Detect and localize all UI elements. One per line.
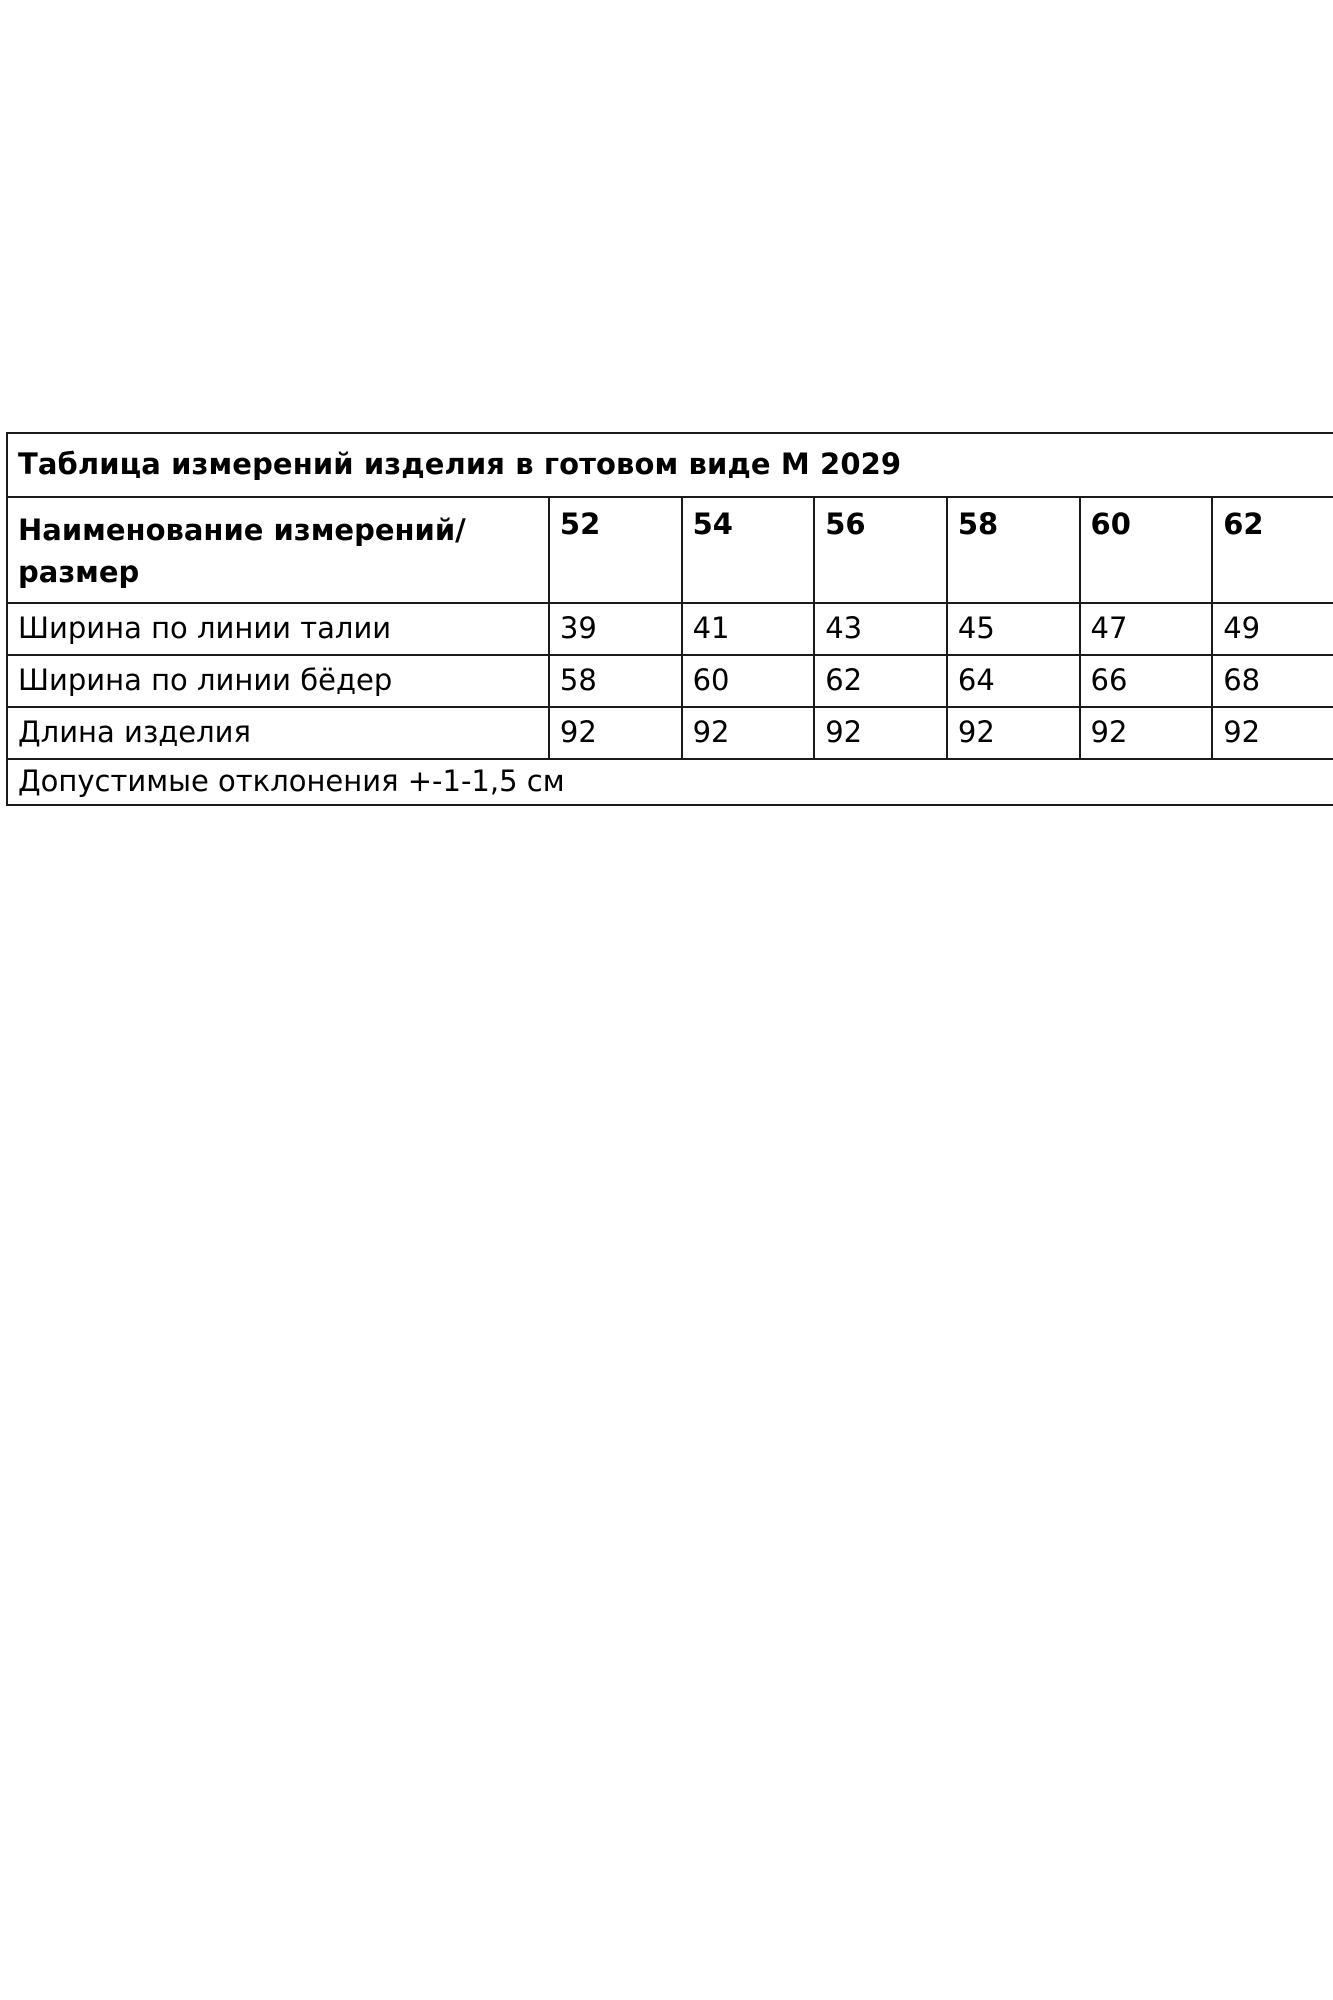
cell-waist-60: 47 — [1079, 602, 1214, 656]
cell-waist-58: 45 — [946, 602, 1081, 656]
cell-length-58: 92 — [946, 706, 1081, 760]
cell-hip-62: 68 — [1212, 654, 1333, 708]
cell-hip-58: 64 — [946, 654, 1081, 708]
column-header-size-60: 60 — [1079, 496, 1214, 604]
column-header-size-52: 52 — [548, 496, 683, 604]
table-row: Ширина по линии бёдер 58 60 62 64 66 68 — [6, 654, 1333, 708]
cell-length-52: 92 — [548, 706, 683, 760]
table-footnote-row: Допустимые отклонения +-1-1,5 см — [6, 758, 1333, 806]
cell-length-60: 92 — [1079, 706, 1214, 760]
column-header-size-58: 58 — [946, 496, 1081, 604]
cell-waist-62: 49 — [1212, 602, 1333, 656]
table-title: Таблица измерений изделия в готовом виде… — [6, 432, 1333, 498]
cell-hip-60: 66 — [1079, 654, 1214, 708]
table-header-row: Наименование измерений/размер 52 54 56 5… — [6, 496, 1333, 604]
cell-hip-54: 60 — [681, 654, 816, 708]
cell-length-54: 92 — [681, 706, 816, 760]
table-row: Ширина по линии талии 39 41 43 45 47 49 — [6, 602, 1333, 656]
cell-hip-52: 58 — [548, 654, 683, 708]
table-body: Таблица измерений изделия в готовом виде… — [6, 432, 1333, 806]
cell-waist-56: 43 — [814, 602, 948, 656]
cell-waist-54: 41 — [681, 602, 816, 656]
cell-waist-52: 39 — [548, 602, 683, 656]
table-title-row: Таблица измерений изделия в готовом виде… — [6, 432, 1333, 498]
table-footnote: Допустимые отклонения +-1-1,5 см — [6, 758, 1333, 806]
cell-hip-56: 62 — [814, 654, 948, 708]
cell-length-62: 92 — [1212, 706, 1333, 760]
row-label-waist-width: Ширина по линии талии — [6, 602, 550, 656]
column-header-size-56: 56 — [814, 496, 948, 604]
row-label-product-length: Длина изделия — [6, 706, 550, 760]
measurement-table-block: Таблица измерений изделия в готовом виде… — [6, 432, 1333, 806]
column-header-measurement-name: Наименование измерений/размер — [6, 496, 550, 604]
column-header-size-62: 62 — [1212, 496, 1333, 604]
cell-length-56: 92 — [814, 706, 948, 760]
product-measurement-table: Таблица измерений изделия в готовом виде… — [6, 432, 1333, 806]
row-label-hip-width: Ширина по линии бёдер — [6, 654, 550, 708]
table-row: Длина изделия 92 92 92 92 92 92 — [6, 706, 1333, 760]
column-header-size-54: 54 — [681, 496, 816, 604]
